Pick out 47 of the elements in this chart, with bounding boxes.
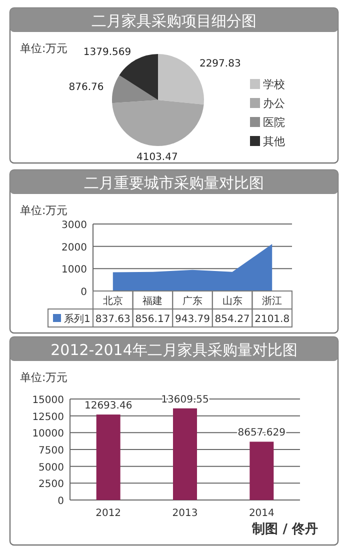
data-label: 856.17	[135, 314, 170, 325]
legend-label: 医院	[263, 116, 285, 129]
data-label: 854.27	[214, 314, 250, 325]
data-label: 12693.46	[84, 400, 132, 412]
y-tick-label: 2000	[62, 242, 87, 254]
x-tick-label: 浙江	[262, 295, 282, 307]
y-tick-label: 0	[80, 287, 87, 298]
legend-label: 系列1	[64, 313, 90, 325]
data-label: 2297.83	[199, 58, 241, 70]
legend-label: 办公	[263, 97, 285, 110]
x-tick-label: 山东	[222, 295, 242, 307]
y-tick-label: 12500	[32, 412, 64, 423]
chart-title: 2012-2014年二月家具采购量对比图	[50, 341, 298, 359]
x-tick-label: 广东	[182, 295, 202, 307]
text: 单位:万元	[20, 371, 68, 384]
y-tick-label: 2500	[38, 479, 64, 490]
pie-slice	[119, 54, 158, 100]
text: 制图 / 佟丹	[251, 522, 318, 537]
y-tick-label: 0	[58, 496, 64, 507]
legend-label: 其他	[263, 135, 285, 148]
x-tick-label: 北京	[102, 295, 123, 307]
y-tick-label: 1000	[62, 264, 87, 276]
y-tick-label: 5000	[38, 462, 64, 474]
y-tick-label: 7500	[38, 446, 64, 456]
text: 单位:万元	[20, 42, 68, 55]
data-label: 2101.8	[254, 314, 290, 325]
bar	[250, 442, 274, 500]
data-label: 1379.569	[83, 46, 132, 58]
y-tick-label: 10000	[32, 428, 64, 440]
text: 单位:万元	[20, 204, 68, 217]
pie-slice	[112, 75, 158, 104]
legend-label: 学校	[263, 78, 285, 91]
bar	[96, 414, 120, 500]
data-label: 4103.47	[136, 152, 178, 163]
chart-title: 二月重要城市采购量对比图	[84, 174, 264, 192]
x-tick-label: 2014	[248, 508, 274, 519]
pie-slice	[112, 100, 204, 146]
data-label: 837.63	[95, 314, 130, 325]
x-tick-label: 2012	[96, 508, 122, 519]
x-tick-label: 福建	[142, 295, 163, 307]
y-tick-label: 15000	[32, 395, 64, 406]
data-label: 876.76	[68, 82, 104, 94]
bar	[173, 408, 197, 500]
chart-title: 二月家具采购项目细分图	[92, 12, 256, 30]
x-tick-label: 2013	[172, 508, 198, 519]
data-label: 943.79	[175, 314, 210, 325]
y-tick-label: 3000	[62, 220, 87, 231]
